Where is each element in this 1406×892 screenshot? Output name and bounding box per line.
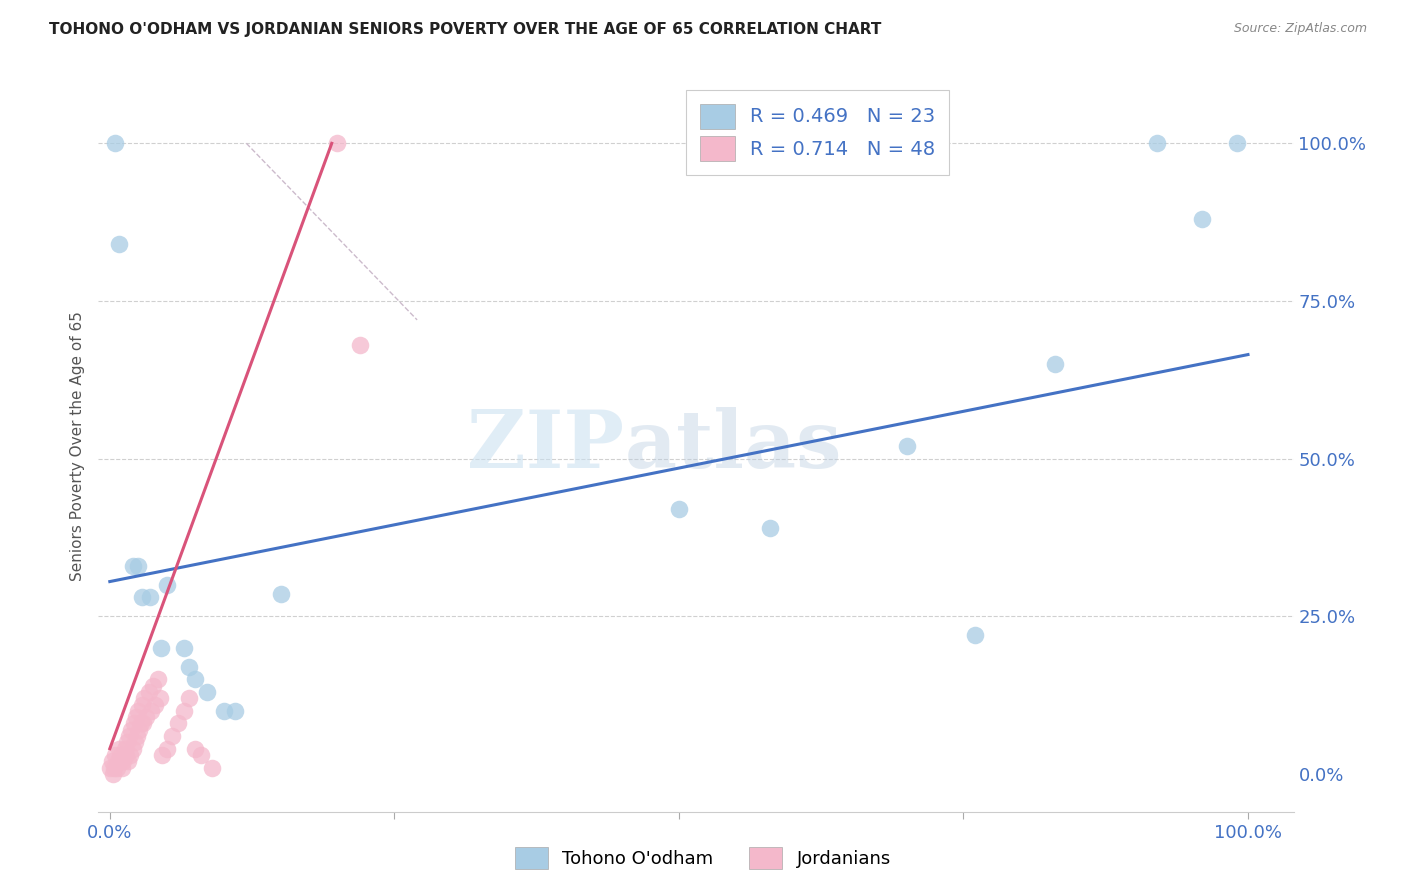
Point — [326, 136, 349, 151]
Point — [138, 685, 160, 699]
Point — [1146, 136, 1168, 151]
Point — [212, 704, 235, 718]
Point — [110, 747, 132, 762]
Point — [125, 710, 148, 724]
Point — [127, 704, 149, 718]
Point — [224, 704, 246, 718]
Point — [184, 673, 207, 687]
Point — [349, 338, 371, 352]
Point — [1226, 136, 1249, 151]
Point — [195, 685, 218, 699]
Point — [179, 691, 201, 706]
Point — [105, 761, 128, 775]
Point — [108, 741, 131, 756]
Point — [127, 558, 149, 573]
Point — [114, 741, 136, 756]
Point — [104, 136, 127, 151]
Point — [162, 729, 184, 743]
Point — [139, 704, 162, 718]
Point — [190, 747, 212, 762]
Point — [143, 698, 166, 712]
Point — [173, 704, 195, 718]
Point — [201, 761, 224, 775]
Point — [120, 747, 142, 762]
Point — [173, 640, 195, 655]
Point — [122, 716, 145, 731]
Point — [1043, 357, 1066, 371]
Point — [120, 723, 142, 737]
Point — [115, 735, 138, 749]
Text: Source: ZipAtlas.com: Source: ZipAtlas.com — [1233, 22, 1367, 36]
Point — [142, 679, 165, 693]
Point — [132, 716, 155, 731]
Y-axis label: Seniors Poverty Over the Age of 65: Seniors Poverty Over the Age of 65 — [69, 311, 84, 581]
Point — [135, 710, 157, 724]
Point — [270, 587, 292, 601]
Point — [108, 754, 131, 768]
Point — [156, 741, 179, 756]
Point — [121, 741, 143, 756]
Point — [112, 754, 135, 768]
Point — [146, 673, 169, 687]
Point — [132, 691, 155, 706]
Point — [156, 578, 179, 592]
Point — [111, 761, 134, 775]
Text: TOHONO O'ODHAM VS JORDANIAN SENIORS POVERTY OVER THE AGE OF 65 CORRELATION CHART: TOHONO O'ODHAM VS JORDANIAN SENIORS POVE… — [49, 22, 882, 37]
Point — [128, 723, 150, 737]
Point — [103, 767, 125, 781]
Point — [131, 591, 153, 605]
Point — [1191, 212, 1213, 227]
Point — [759, 521, 782, 535]
Text: atlas: atlas — [624, 407, 842, 485]
Point — [114, 747, 136, 762]
Point — [131, 698, 153, 712]
Point — [184, 741, 207, 756]
Point — [98, 761, 121, 775]
Point — [117, 754, 139, 768]
Point — [167, 716, 190, 731]
Legend: R = 0.469   N = 23, R = 0.714   N = 48: R = 0.469 N = 23, R = 0.714 N = 48 — [686, 90, 949, 175]
Point — [103, 761, 125, 775]
Point — [963, 628, 986, 642]
Point — [108, 237, 131, 252]
Point — [150, 640, 173, 655]
Point — [179, 659, 201, 673]
Text: ZIP: ZIP — [467, 407, 624, 485]
Point — [896, 439, 918, 453]
Point — [149, 691, 172, 706]
Point — [101, 754, 124, 768]
Legend: Tohono O'odham, Jordanians: Tohono O'odham, Jordanians — [506, 838, 900, 879]
Point — [107, 754, 129, 768]
Point — [129, 716, 152, 731]
Point — [124, 735, 146, 749]
Point — [127, 729, 149, 743]
Point — [150, 747, 173, 762]
Point — [118, 729, 141, 743]
Point — [121, 558, 143, 573]
Point — [668, 502, 690, 516]
Point — [138, 591, 160, 605]
Point — [104, 747, 127, 762]
